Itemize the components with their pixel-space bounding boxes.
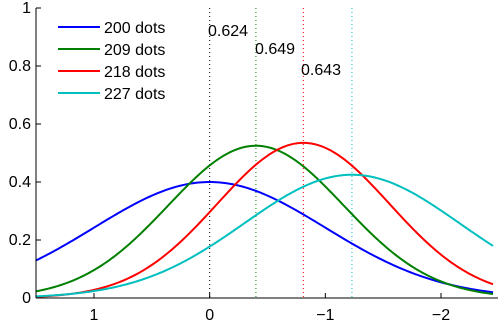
reference-label-0: 0.624	[208, 23, 248, 40]
legend: 200 dots 209 dots 218 dots 227 dots	[58, 20, 165, 103]
legend-label-0: 200 dots	[104, 20, 165, 37]
x-tick-label-3: −2	[432, 307, 450, 324]
y-tick-label-4: 0.8	[9, 58, 31, 75]
y-tick-label-3: 0.6	[9, 116, 31, 133]
series-line-2	[36, 141, 494, 298]
y-tick-label-2: 0.4	[9, 174, 31, 191]
series-line-1	[35, 144, 494, 295]
legend-label-1: 209 dots	[104, 42, 165, 59]
reference-lines	[209, 8, 353, 298]
series-line-0	[35, 180, 494, 294]
y-tick-label-0: 0	[22, 290, 31, 307]
series-line-3	[36, 173, 494, 298]
legend-label-3: 227 dots	[104, 86, 165, 103]
y-tick-label-5: 1	[22, 0, 31, 17]
axes: 0 0.2 0.4 0.6 0.8 1 1 0 −1 −2	[9, 0, 498, 324]
x-tick-label-1: 0	[205, 307, 214, 324]
x-tick-label-0: 1	[90, 307, 99, 324]
legend-label-2: 218 dots	[104, 64, 165, 81]
reference-labels: 0.624 0.649 0.643	[208, 23, 341, 79]
reference-label-1: 0.649	[255, 41, 295, 58]
series-curves	[35, 141, 494, 298]
y-tick-label-1: 0.2	[9, 232, 31, 249]
reference-label-2: 0.643	[301, 62, 341, 79]
x-tick-label-2: −1	[316, 307, 334, 324]
